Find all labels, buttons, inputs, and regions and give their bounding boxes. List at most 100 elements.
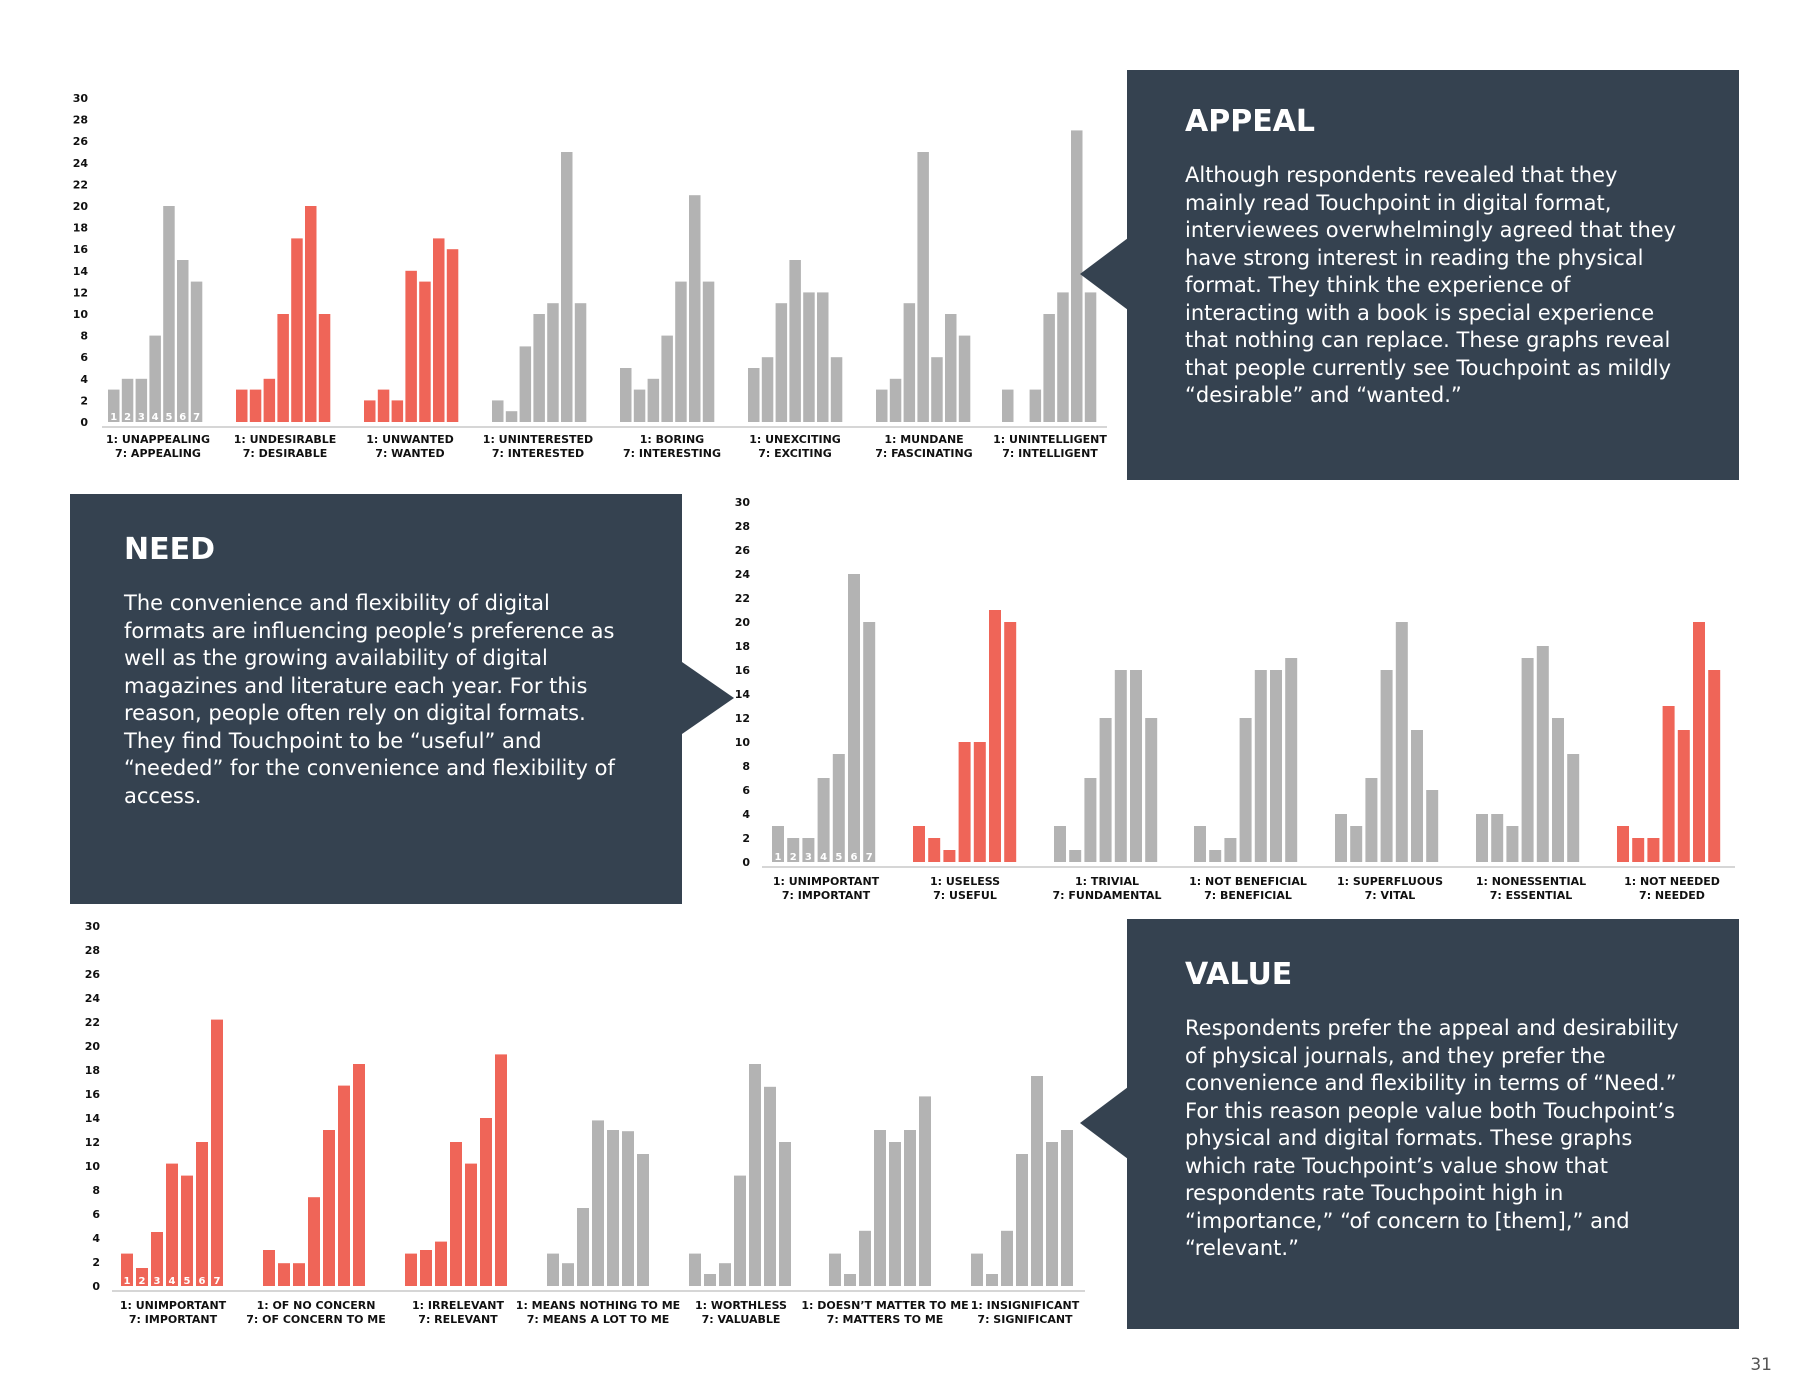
bar — [1521, 658, 1534, 862]
category-label: 7: SIGNIFICANT — [977, 1313, 1073, 1326]
y-tick-label: 0 — [80, 416, 88, 429]
bar — [1662, 706, 1675, 862]
bar — [1270, 670, 1282, 862]
bar — [338, 1085, 350, 1286]
bar — [1084, 778, 1097, 862]
bar-rating-label: 6 — [179, 412, 186, 423]
bar — [277, 314, 289, 422]
bar — [305, 206, 317, 422]
category-label: 7: NEEDED — [1639, 889, 1705, 902]
category-label: 1: NONESSENTIAL — [1476, 875, 1586, 888]
bar — [318, 314, 331, 422]
bar — [1647, 838, 1660, 862]
bar — [748, 368, 760, 422]
bar — [293, 1263, 305, 1286]
bar — [958, 335, 971, 422]
bar — [874, 1130, 886, 1286]
bar — [989, 610, 1001, 862]
bar-rating-label: 2 — [139, 1276, 146, 1287]
y-tick-label: 18 — [735, 640, 750, 653]
bar — [278, 1263, 290, 1286]
bar — [1677, 730, 1690, 862]
bar — [637, 1154, 649, 1286]
y-tick-label: 6 — [92, 1208, 100, 1221]
category-label: 1: INSIGNIFICANT — [971, 1299, 1080, 1312]
bar — [1506, 826, 1519, 862]
y-tick-label: 30 — [85, 920, 101, 933]
bar-rating-label: 3 — [138, 412, 145, 423]
category-label: 7: EXCITING — [758, 447, 831, 460]
category-label: 1: UNEXCITING — [749, 433, 841, 446]
bar — [492, 400, 504, 422]
bar-group-value-2 — [405, 1054, 507, 1286]
bar — [859, 1230, 871, 1286]
y-tick-label: 14 — [85, 1112, 101, 1125]
bar — [136, 1268, 148, 1286]
category-label: 1: UNDESIRABLE — [234, 433, 337, 446]
bar — [190, 281, 203, 422]
bar — [1069, 850, 1082, 862]
category-label: 7: WANTED — [375, 447, 444, 460]
category-label: 1: DOESN’T MATTER TO ME — [801, 1299, 968, 1312]
bar — [620, 368, 632, 422]
bar — [1285, 658, 1298, 862]
bar — [1084, 292, 1097, 422]
bar — [163, 206, 175, 422]
bar — [622, 1131, 634, 1286]
y-tick-label: 26 — [85, 968, 101, 981]
bar-group-value-3 — [547, 1120, 649, 1286]
category-label: 7: IMPORTANT — [782, 889, 871, 902]
bar-group-appeal-6 — [876, 152, 971, 422]
appeal-text: Although respondents revealed that they … — [1185, 163, 1677, 407]
category-label: 7: VALUABLE — [702, 1313, 781, 1326]
bar — [803, 292, 815, 422]
category-label: 1: NOT BENEFICIAL — [1189, 875, 1307, 888]
bar — [704, 1274, 716, 1286]
bar — [1046, 1142, 1058, 1286]
bar — [761, 357, 774, 422]
y-tick-label: 16 — [73, 243, 89, 256]
bar — [1002, 389, 1014, 422]
bar — [829, 1253, 841, 1286]
bar-group-appeal-5 — [748, 260, 843, 422]
bar — [958, 742, 971, 862]
bar — [779, 1142, 791, 1286]
bar — [675, 281, 687, 422]
y-tick-label: 22 — [73, 178, 88, 191]
appeal-title: APPEAL — [1185, 104, 1316, 139]
appeal-callout-arrow — [1080, 238, 1128, 310]
y-tick-label: 20 — [73, 200, 89, 213]
category-label: 1: SUPERFLUOUS — [1337, 875, 1443, 888]
bar — [787, 838, 800, 862]
category-label: 7: IMPORTANT — [129, 1313, 218, 1326]
bar — [1335, 814, 1347, 862]
category-label: 1: IRRELEVANT — [412, 1299, 504, 1312]
bar — [1224, 838, 1237, 862]
bar — [1194, 826, 1206, 862]
bar — [889, 378, 902, 422]
bar — [607, 1130, 619, 1286]
bar — [1411, 730, 1423, 862]
bar — [1145, 718, 1158, 862]
bar — [177, 260, 189, 422]
bar-group-need-3 — [1194, 658, 1298, 862]
bar — [433, 238, 445, 422]
bar — [1209, 850, 1222, 862]
bar — [1099, 718, 1112, 862]
bar — [1426, 790, 1439, 862]
category-label: 1: UNIMPORTANT — [120, 1299, 227, 1312]
bar — [973, 742, 986, 862]
y-tick-label: 4 — [742, 808, 750, 821]
bar — [121, 378, 134, 422]
y-tick-label: 8 — [92, 1184, 100, 1197]
bar — [848, 574, 860, 862]
y-tick-label: 4 — [92, 1232, 100, 1245]
y-tick-label: 4 — [80, 373, 88, 386]
bar-rating-label: 7 — [866, 852, 873, 863]
bar-rating-label: 1 — [110, 412, 117, 423]
bar — [689, 195, 701, 422]
bar — [391, 400, 404, 422]
y-tick-label: 12 — [85, 1136, 100, 1149]
bar — [943, 850, 956, 862]
